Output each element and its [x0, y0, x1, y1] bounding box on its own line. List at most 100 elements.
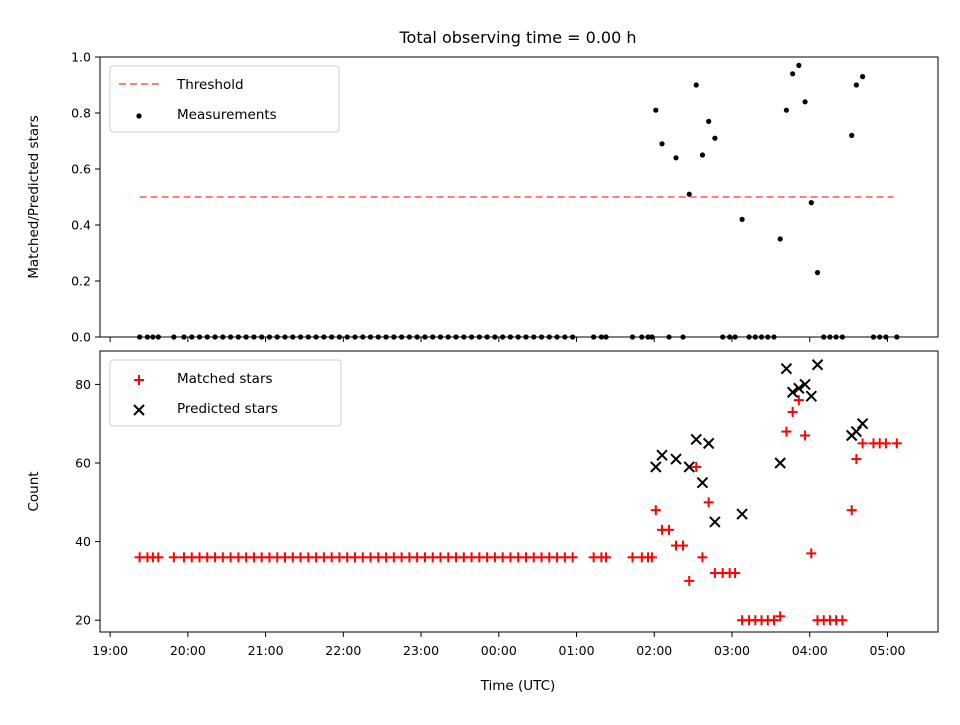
data-point — [846, 505, 857, 516]
data-point — [796, 62, 802, 68]
data-point — [857, 438, 868, 449]
data-point-b — [709, 516, 721, 528]
legend-entry-predicted-stars-swatch-b — [133, 404, 145, 416]
data-point — [259, 334, 265, 340]
series-predicted-stars — [650, 359, 869, 528]
data-point — [786, 386, 799, 398]
data-point — [666, 334, 672, 340]
data-point — [538, 334, 545, 340]
data-point — [383, 334, 389, 340]
data-point — [290, 334, 296, 340]
legend-entry-measurements-swatch — [136, 113, 142, 119]
data-point — [639, 334, 645, 340]
data-point — [645, 334, 651, 340]
data-point — [758, 334, 765, 340]
ratio-ytick-label: 0.0 — [71, 330, 91, 345]
data-point — [227, 334, 234, 340]
data-point — [851, 454, 862, 465]
data-point — [531, 334, 537, 340]
x-tick-label: 00:00 — [481, 643, 517, 658]
data-point — [144, 334, 151, 340]
legend-entry-threshold-label: Threshold — [176, 77, 244, 93]
data-point — [800, 430, 811, 441]
data-point — [727, 334, 733, 340]
data-point — [650, 461, 662, 473]
data-point — [730, 568, 741, 579]
data-point — [235, 334, 241, 340]
data-point — [352, 334, 358, 340]
data-point — [171, 334, 177, 340]
data-point — [799, 378, 811, 391]
data-point — [768, 615, 779, 626]
data-point — [554, 334, 560, 340]
data-point — [693, 82, 699, 88]
count-ytick-label: 80 — [75, 377, 91, 392]
data-point-b — [670, 453, 682, 465]
data-point — [313, 334, 319, 340]
data-point — [690, 433, 702, 446]
data-point — [850, 425, 863, 438]
data-point — [680, 334, 686, 340]
data-point — [774, 457, 786, 469]
data-point — [765, 334, 771, 340]
data-point — [793, 382, 805, 395]
data-point — [321, 334, 327, 340]
legend-entry-matched-stars-label: Matched stars — [177, 371, 273, 387]
data-point — [746, 334, 752, 340]
data-point — [771, 334, 777, 340]
data-point — [839, 334, 845, 340]
count-legend: Matched stars Predicted stars — [109, 359, 342, 427]
data-point — [523, 334, 529, 340]
data-point — [251, 334, 257, 340]
data-point — [787, 406, 798, 417]
data-point — [153, 552, 164, 563]
x-tick-label: 22:00 — [325, 643, 361, 658]
data-point — [877, 334, 883, 340]
data-point — [461, 334, 467, 340]
x-tick-label: 23:00 — [403, 643, 439, 658]
data-point — [220, 334, 226, 340]
count-axes-frame — [99, 350, 939, 633]
data-point-b — [811, 359, 824, 371]
data-point — [155, 334, 161, 340]
data-point — [712, 135, 718, 141]
data-point — [500, 334, 506, 340]
data-point-b — [690, 433, 702, 446]
data-point — [653, 107, 659, 113]
data-point — [691, 461, 702, 472]
ratio-ytick-label: 0.8 — [71, 106, 91, 121]
data-point — [360, 334, 366, 340]
data-point — [430, 334, 436, 340]
data-point — [699, 152, 706, 158]
data-point — [329, 334, 335, 340]
legend-entry-measurements-label: Measurements — [177, 107, 277, 123]
ratio-ytick-label: 0.4 — [71, 218, 91, 233]
data-point — [305, 334, 311, 340]
data-point — [659, 141, 665, 147]
data-point — [650, 505, 661, 516]
legend-entry-matched-stars-swatch — [134, 375, 144, 385]
data-point — [399, 334, 405, 340]
data-point — [814, 270, 821, 276]
count-ytick-label: 60 — [75, 456, 91, 471]
x-tick-label: 03:00 — [714, 643, 750, 658]
data-point-b — [793, 382, 805, 395]
data-point — [775, 611, 786, 622]
data-point-b — [805, 390, 817, 402]
data-point — [367, 334, 374, 340]
data-point — [853, 82, 859, 88]
data-point — [849, 132, 855, 138]
x-tick-label: 04:00 — [792, 643, 828, 658]
data-point-b — [856, 417, 869, 430]
data-point — [603, 334, 609, 340]
data-point — [476, 334, 482, 340]
data-point — [601, 552, 612, 563]
data-point — [678, 540, 689, 551]
data-point — [673, 155, 679, 161]
ratio-y-axis-label: Matched/Predicted stars — [26, 115, 42, 278]
data-point — [837, 615, 848, 626]
data-point — [706, 118, 712, 124]
x-tick-label: 01:00 — [559, 643, 595, 658]
